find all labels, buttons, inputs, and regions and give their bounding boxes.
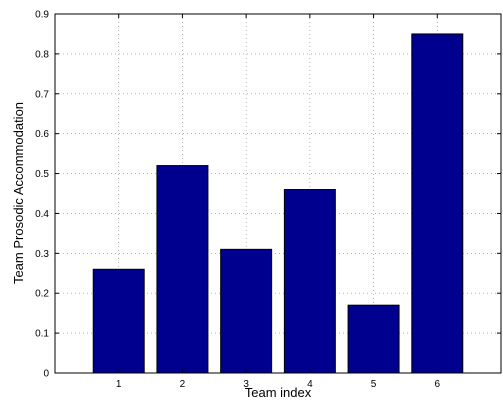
- y-tick-label: 0.2: [35, 289, 49, 300]
- bar-team-1: [92, 268, 145, 374]
- x-axis-label: Team index: [245, 385, 312, 400]
- x-tick-label: 4: [307, 379, 313, 390]
- bars-group: [92, 33, 464, 374]
- y-tick-label: 0.1: [35, 329, 49, 340]
- bar-team-3: [220, 248, 273, 374]
- x-tick-label: 1: [116, 379, 122, 390]
- y-axis-label: Team Prosodic Accommodation: [11, 102, 26, 284]
- y-tick-label: 0: [43, 369, 49, 380]
- ticks-group: 0 0.1 0.2 0.3 0.4 0.5 0.6 0.7 0.8 0.9 1 2 3 4 5 6: [35, 10, 501, 390]
- y-tick-label: 0.5: [35, 169, 49, 180]
- bar-team-6: [411, 33, 464, 374]
- plot-frame: [54, 13, 502, 374]
- x-tick-label: 5: [371, 379, 377, 390]
- y-tick-label: 0.8: [35, 49, 49, 60]
- x-tick-label: 6: [435, 379, 441, 390]
- bar-team-4: [283, 189, 336, 374]
- x-tick-label: 2: [180, 379, 186, 390]
- x-tick-label: 3: [243, 379, 249, 390]
- y-tick-label: 0.9: [35, 10, 49, 21]
- y-tick-label: 0.7: [35, 89, 49, 100]
- bar-team-2: [156, 165, 209, 374]
- y-tick-label: 0.6: [35, 129, 49, 140]
- y-tick-label: 0.4: [35, 209, 49, 220]
- bar-team-5: [347, 304, 400, 374]
- y-tick-label: 0.3: [35, 249, 49, 260]
